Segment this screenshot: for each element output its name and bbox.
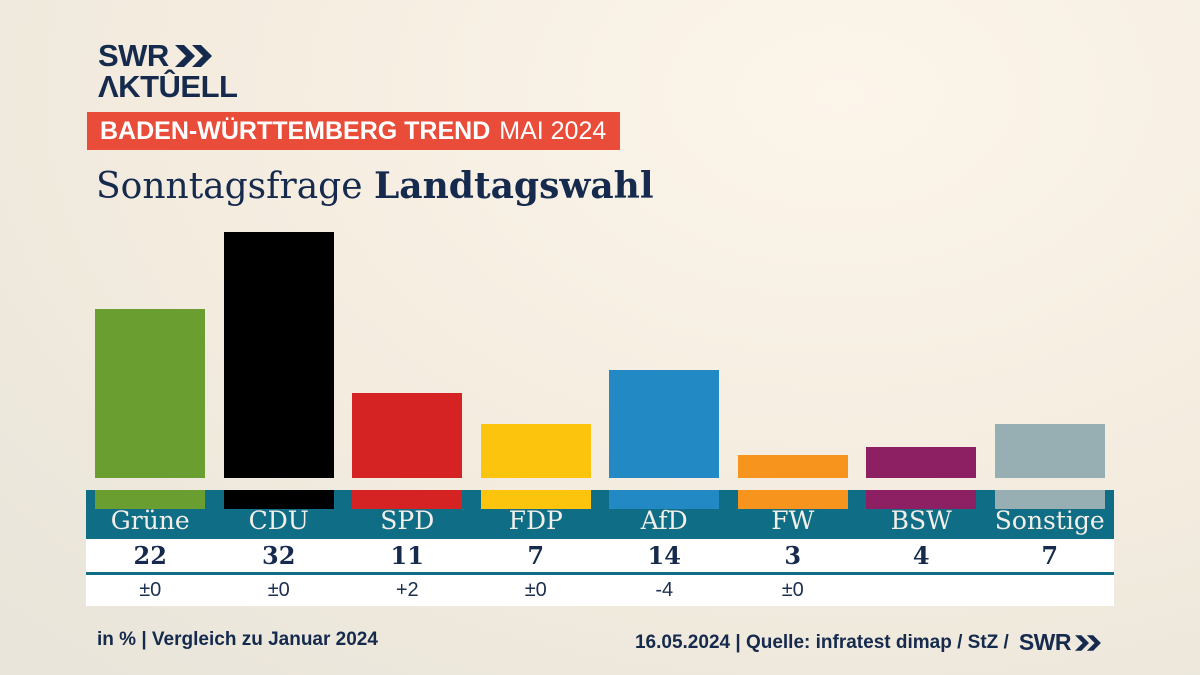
party-bar: [866, 447, 977, 478]
party-label: FDP: [508, 506, 563, 535]
party-value: 4: [912, 541, 930, 570]
party-label: BSW: [890, 506, 952, 535]
party-bar-stub: [609, 490, 720, 509]
change-row-background: [86, 575, 1114, 606]
banner-title: BADEN-WÜRTTEMBERG TREND: [100, 116, 491, 145]
value-row-background: [86, 539, 1114, 572]
party-bar: [95, 309, 206, 478]
party-value: 7: [1041, 541, 1059, 570]
page-title: Sonntagsfrage Landtagswahl: [96, 165, 654, 208]
banner-period: MAI 2024: [499, 116, 607, 145]
party-label: Grüne: [110, 506, 190, 535]
row-divider: [86, 572, 1114, 575]
party-label: FW: [771, 506, 815, 535]
title-regular: Sonntagsfrage: [96, 166, 363, 207]
footer-source: 16.05.2024 | Quelle: infratest dimap / S…: [635, 629, 1103, 656]
party-bar: [480, 424, 591, 478]
party-value: 11: [390, 541, 424, 570]
party-change: ±0: [139, 579, 162, 601]
footer-note: in % | Vergleich zu Januar 2024: [97, 629, 378, 650]
party-change: ±0: [524, 579, 547, 601]
source-text: 16.05.2024 | Quelle: infratest dimap / S…: [634, 631, 1009, 653]
party-bar-stub: [480, 490, 591, 509]
party-bar-stub: [223, 490, 334, 509]
party-bar: [994, 424, 1105, 478]
party-change: ±0: [781, 579, 804, 601]
party-value: 32: [262, 541, 296, 570]
party-bar: [609, 370, 720, 478]
party-bar-stub: [737, 490, 848, 509]
swr-footer-logo: SWR: [1019, 629, 1103, 656]
double-chevron-right-icon: [174, 42, 215, 72]
party-label: SPD: [380, 506, 435, 535]
party-bar: [223, 232, 334, 478]
footer-logo-text: SWR: [1018, 629, 1072, 655]
swr-aktuell-logo: SWR ΛKTÛELL: [98, 38, 238, 104]
party-change: -4: [655, 579, 674, 601]
party-bar-stub: [352, 490, 463, 509]
party-change: +2: [395, 579, 419, 601]
title-bold: Landtagswahl: [373, 165, 654, 207]
logo-text-swr: SWR: [98, 38, 169, 73]
party-bar-stub: [95, 490, 206, 509]
party-change: [986, 575, 1115, 606]
party-value: 7: [527, 541, 545, 570]
logo-text-aktuell: ΛKTÛELL: [98, 69, 238, 104]
double-chevron-right-icon: [1075, 634, 1101, 651]
party-bar-stub: [994, 490, 1105, 509]
party-label: CDU: [248, 506, 309, 535]
party-change: [857, 575, 986, 606]
party-bar: [737, 455, 848, 478]
party-value: 22: [133, 541, 167, 570]
party-change: ±0: [267, 579, 290, 601]
party-value: 3: [784, 541, 802, 570]
party-bar-stub: [866, 490, 977, 509]
party-value: 14: [647, 541, 681, 570]
party-bar: [352, 393, 463, 478]
party-label: Sonstige: [994, 506, 1105, 535]
trend-banner: BADEN-WÜRTTEMBERG TREND MAI 2024: [87, 112, 620, 150]
party-label: AfD: [640, 506, 688, 535]
